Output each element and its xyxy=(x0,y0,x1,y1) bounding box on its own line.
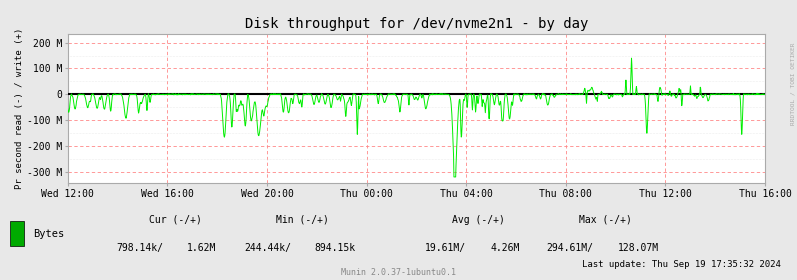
Text: Avg (-/+): Avg (-/+) xyxy=(452,215,505,225)
Text: 244.44k/: 244.44k/ xyxy=(244,243,291,253)
Text: Cur (-/+): Cur (-/+) xyxy=(149,215,202,225)
Y-axis label: Pr second read (-) / write (+): Pr second read (-) / write (+) xyxy=(15,28,24,189)
Text: Munin 2.0.37-1ubuntu0.1: Munin 2.0.37-1ubuntu0.1 xyxy=(341,268,456,277)
Text: 128.07M: 128.07M xyxy=(618,243,659,253)
Text: 19.61M/: 19.61M/ xyxy=(425,243,466,253)
Text: 294.61M/: 294.61M/ xyxy=(547,243,594,253)
Text: Last update: Thu Sep 19 17:35:32 2024: Last update: Thu Sep 19 17:35:32 2024 xyxy=(582,260,781,269)
Text: 798.14k/: 798.14k/ xyxy=(116,243,163,253)
Title: Disk throughput for /dev/nvme2n1 - by day: Disk throughput for /dev/nvme2n1 - by da… xyxy=(245,17,588,31)
Text: Bytes: Bytes xyxy=(33,229,65,239)
Text: 4.26M: 4.26M xyxy=(490,243,520,253)
Text: 1.62M: 1.62M xyxy=(187,243,217,253)
Text: Max (-/+): Max (-/+) xyxy=(579,215,632,225)
Text: Min (-/+): Min (-/+) xyxy=(277,215,329,225)
Text: RRDTOOL / TOBI OETIKER: RRDTOOL / TOBI OETIKER xyxy=(791,43,795,125)
Text: 894.15k: 894.15k xyxy=(315,243,356,253)
